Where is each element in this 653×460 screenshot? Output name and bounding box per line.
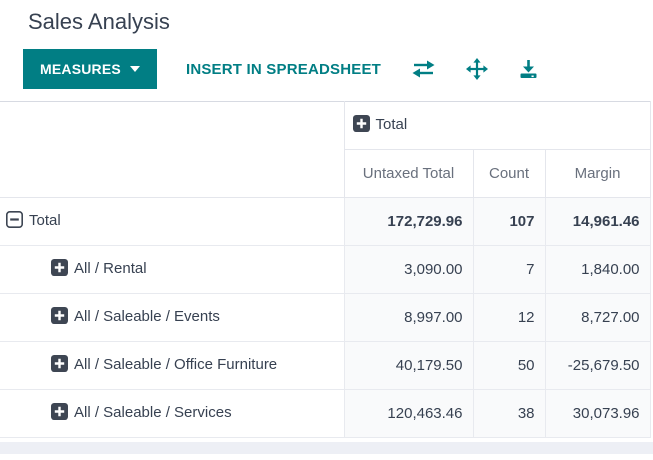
measure-header-count[interactable]: Count (472, 149, 545, 198)
row-label: All / Saleable / Office Furniture (74, 356, 278, 373)
cell-untaxed-total: 172,729.96 (343, 197, 473, 246)
flip-axes-button[interactable] (411, 59, 436, 79)
expand-plus-icon[interactable] (51, 403, 68, 424)
expand-plus-icon[interactable] (51, 355, 68, 376)
cell-untaxed-total: 3,090.00 (343, 245, 473, 294)
row-label: All / Saleable / Services (74, 404, 232, 421)
collapse-minus-icon[interactable] (6, 211, 23, 232)
cell-count: 12 (472, 293, 545, 342)
cell-untaxed-total: 40,179.50 (343, 341, 473, 390)
column-group-label: Total (375, 116, 408, 133)
download-icon (518, 59, 539, 79)
table-row: All / Saleable / Office Furniture 40,179… (0, 341, 651, 390)
cell-count: 107 (472, 197, 545, 246)
table-row: All / Saleable / Events 8,997.00 12 8,72… (0, 293, 651, 342)
expand-plus-icon[interactable] (352, 115, 370, 136)
caret-down-icon (129, 66, 140, 72)
row-label: All / Saleable / Events (74, 308, 220, 325)
cell-margin: 1,840.00 (544, 245, 651, 294)
column-group-header-total[interactable]: Total (343, 101, 651, 150)
flip-axes-icon (411, 59, 436, 79)
measures-button[interactable]: MEASURES (23, 49, 157, 89)
row-header-all-saleable-services[interactable]: All / Saleable / Services (0, 389, 344, 438)
row-header-total[interactable]: Total (0, 197, 344, 246)
page-title: Sales Analysis (28, 9, 170, 34)
cell-margin: -25,679.50 (544, 341, 651, 390)
cell-margin: 30,073.96 (544, 389, 651, 438)
pivot-corner-cell (0, 101, 344, 198)
measure-header-margin[interactable]: Margin (544, 149, 651, 198)
cell-untaxed-total: 120,463.46 (343, 389, 473, 438)
expand-all-icon (466, 58, 489, 80)
measure-header-untaxed-total[interactable]: Untaxed Total (343, 149, 473, 198)
table-row: All / Saleable / Services 120,463.46 38 … (0, 389, 651, 438)
insert-in-spreadsheet-button[interactable]: INSERT IN SPREADSHEET (185, 60, 382, 78)
cell-count: 7 (472, 245, 545, 294)
cell-margin: 8,727.00 (544, 293, 651, 342)
cell-untaxed-total: 8,997.00 (343, 293, 473, 342)
measures-button-label: MEASURES (40, 61, 121, 77)
cell-margin: 14,961.46 (544, 197, 651, 246)
pivot-toolbar: MEASURES INSERT IN SPREADSHEET (23, 49, 653, 89)
row-label: All / Rental (74, 260, 147, 277)
table-row-total: Total 172,729.96 107 14,961.46 (0, 197, 651, 246)
cell-count: 38 (472, 389, 545, 438)
pivot-table: Total Untaxed Total Count Margin Total 1… (0, 101, 651, 438)
row-header-all-saleable-events[interactable]: All / Saleable / Events (0, 293, 344, 342)
row-header-all-rental[interactable]: All / Rental (0, 245, 344, 294)
expand-all-button[interactable] (466, 58, 489, 80)
download-button[interactable] (518, 59, 539, 79)
row-header-all-saleable-office-furniture[interactable]: All / Saleable / Office Furniture (0, 341, 344, 390)
table-row: All / Rental 3,090.00 7 1,840.00 (0, 245, 651, 294)
below-table-strip (0, 442, 653, 454)
expand-plus-icon[interactable] (51, 259, 68, 280)
cell-count: 50 (472, 341, 545, 390)
expand-plus-icon[interactable] (51, 307, 68, 328)
row-label: Total (29, 212, 61, 229)
